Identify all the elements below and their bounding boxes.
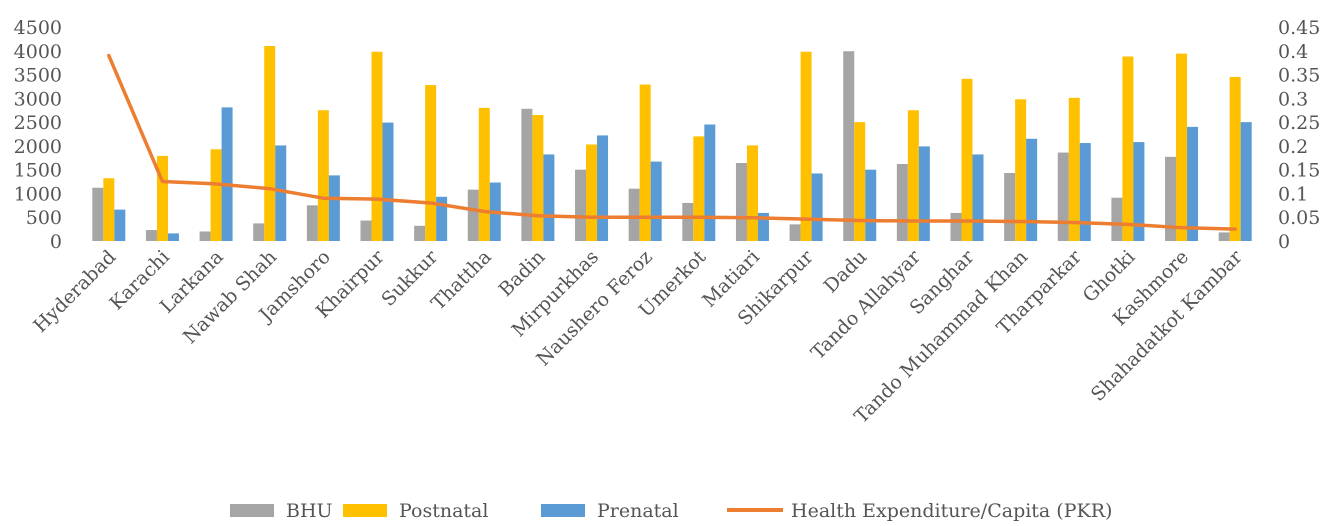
prenatal-bar [757, 212, 769, 241]
postnatal-bar [156, 155, 168, 241]
prenatal-bar [1133, 142, 1145, 241]
bhu-bar [789, 224, 801, 241]
y-left-tick-label: 2500 [14, 112, 62, 134]
x-category-label: Thattha [427, 246, 496, 315]
prenatal-bar [1240, 122, 1252, 241]
legend-label: BHU [286, 500, 333, 522]
bhu-bar [1111, 197, 1123, 241]
y-right-tick-label: 0.2 [1278, 136, 1308, 158]
postnatal-bar [1015, 99, 1027, 241]
y-left-tick-label: 3500 [14, 65, 62, 87]
x-category-label: Hyderabad [29, 246, 120, 337]
y-right-tick-label: 0.1 [1278, 183, 1308, 205]
legend-label: Prenatal [597, 500, 679, 522]
postnatal-bar [1122, 56, 1134, 242]
prenatal-bar [597, 135, 609, 241]
bhu-bar [360, 220, 372, 241]
postnatal-bar [1068, 97, 1080, 241]
y-right-tick-label: 0.35 [1278, 65, 1320, 87]
prenatal-bar [114, 209, 126, 241]
bhu-bar [467, 189, 479, 241]
y-left-tick-label: 1000 [14, 183, 62, 205]
prenatal-bar [1026, 138, 1038, 241]
bhu-bar [628, 188, 640, 241]
y-right-tick-label: 0.45 [1278, 17, 1320, 39]
postnatal-bar [1176, 53, 1188, 242]
health-expenditure-line [107, 53, 1237, 231]
y-right-tick-label: 0.15 [1278, 160, 1320, 182]
prenatal-bar [275, 145, 287, 241]
bhu-bar [199, 231, 211, 241]
postnatal-bar [478, 107, 490, 241]
postnatal-bar [317, 110, 329, 241]
y-right-tick-label: 0 [1278, 231, 1290, 253]
bhu-bar [1165, 156, 1177, 241]
legend-label: Health Expenditure/Capita (PKR) [791, 500, 1112, 522]
postnatal-bar [854, 122, 866, 241]
prenatal-bar [972, 154, 984, 241]
bhu-bar [843, 51, 855, 242]
prenatal-bar [167, 233, 179, 241]
postnatal-bar [371, 51, 383, 242]
prenatal-bar [436, 196, 448, 241]
y-right-tick-label: 0.05 [1278, 207, 1320, 229]
prenatal-bar [543, 154, 555, 241]
y-right-tick-label: 0.4 [1278, 41, 1308, 63]
bhu-bar [896, 163, 908, 241]
bhu-bar [253, 223, 265, 241]
prenatal-bar [1187, 126, 1199, 241]
prenatal-bar [650, 161, 662, 241]
y-left-tick-label: 1500 [14, 160, 62, 182]
postnatal-bar [586, 144, 598, 241]
bhu-bar [521, 108, 533, 241]
bhu-bar [1057, 152, 1069, 241]
bhu-bar [306, 205, 318, 241]
y-left-tick-label: 4500 [14, 17, 62, 39]
y-left-tick-label: 2000 [14, 136, 62, 158]
prenatal-bar [1079, 143, 1091, 241]
y-left-tick-label: 0 [50, 231, 62, 253]
postnatal-bar [639, 84, 651, 241]
bhu-bar [414, 225, 426, 241]
postnatal-bar [693, 136, 705, 241]
postnatal-bar [961, 78, 973, 241]
x-category-label: Dadu [820, 246, 872, 298]
bhu-bar [950, 212, 962, 241]
postnatal-bar [210, 149, 222, 241]
bhu-bar [682, 202, 694, 241]
legend-swatch [343, 504, 387, 517]
postnatal-bar [264, 46, 276, 242]
bhu-bar [92, 187, 104, 241]
prenatal-bar [382, 122, 394, 241]
postnatal-bar [103, 178, 115, 241]
legend-swatch [230, 504, 274, 517]
x-category-label: Nawab Shah [179, 246, 281, 348]
postnatal-bar [425, 85, 437, 241]
bhu-bar [1218, 232, 1230, 241]
postnatal-bar [532, 114, 544, 241]
y-right-tick-label: 0.3 [1278, 88, 1308, 110]
bhu-bar [735, 163, 747, 241]
prenatal-bar [704, 124, 716, 241]
bhu-bar [575, 169, 587, 241]
postnatal-bar [1229, 76, 1241, 241]
y-left-tick-label: 3000 [14, 88, 62, 110]
prenatal-bar [811, 173, 823, 241]
postnatal-bar [800, 51, 812, 242]
prenatal-bar [865, 169, 877, 241]
prenatal-bar [918, 146, 930, 241]
bhu-bar [1004, 172, 1016, 241]
prenatal-bar [328, 175, 340, 241]
y-left-tick-label: 4000 [14, 41, 62, 63]
y-right-tick-label: 0.25 [1278, 112, 1320, 134]
legend-swatch [541, 504, 585, 517]
prenatal-bar [221, 107, 233, 241]
legend-label: Postnatal [399, 500, 488, 522]
y-left-tick-label: 500 [26, 207, 62, 229]
bhu-bar [145, 230, 157, 241]
postnatal-bar [746, 145, 758, 241]
postnatal-bar [907, 110, 919, 241]
